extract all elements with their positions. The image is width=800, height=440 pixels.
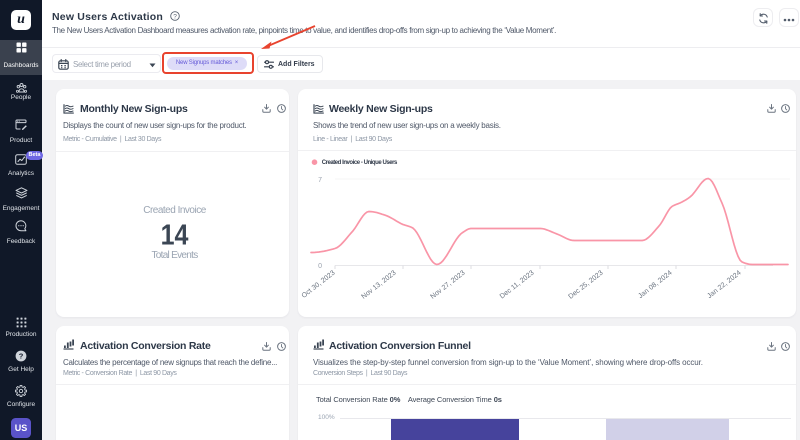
svg-text:0: 0 xyxy=(318,263,322,270)
svg-text:Nov 13, 2023: Nov 13, 2023 xyxy=(360,270,397,301)
svg-text:Dec 11, 2023: Dec 11, 2023 xyxy=(499,270,536,301)
svg-text:Dec 25, 2023: Dec 25, 2023 xyxy=(567,270,604,301)
svg-text:Nov 27, 2023: Nov 27, 2023 xyxy=(429,270,466,301)
svg-text:Jan 08, 2024: Jan 08, 2024 xyxy=(637,270,673,301)
svg-text:Oct 30, 2023: Oct 30, 2023 xyxy=(301,270,337,300)
svg-text:7: 7 xyxy=(318,177,322,184)
svg-text:?: ? xyxy=(173,13,177,20)
svg-text:?: ? xyxy=(19,352,24,361)
svg-text:Jan 22, 2024: Jan 22, 2024 xyxy=(706,270,742,301)
svg-text:Created Invoice - Unique Users: Created Invoice - Unique Users xyxy=(322,160,398,166)
